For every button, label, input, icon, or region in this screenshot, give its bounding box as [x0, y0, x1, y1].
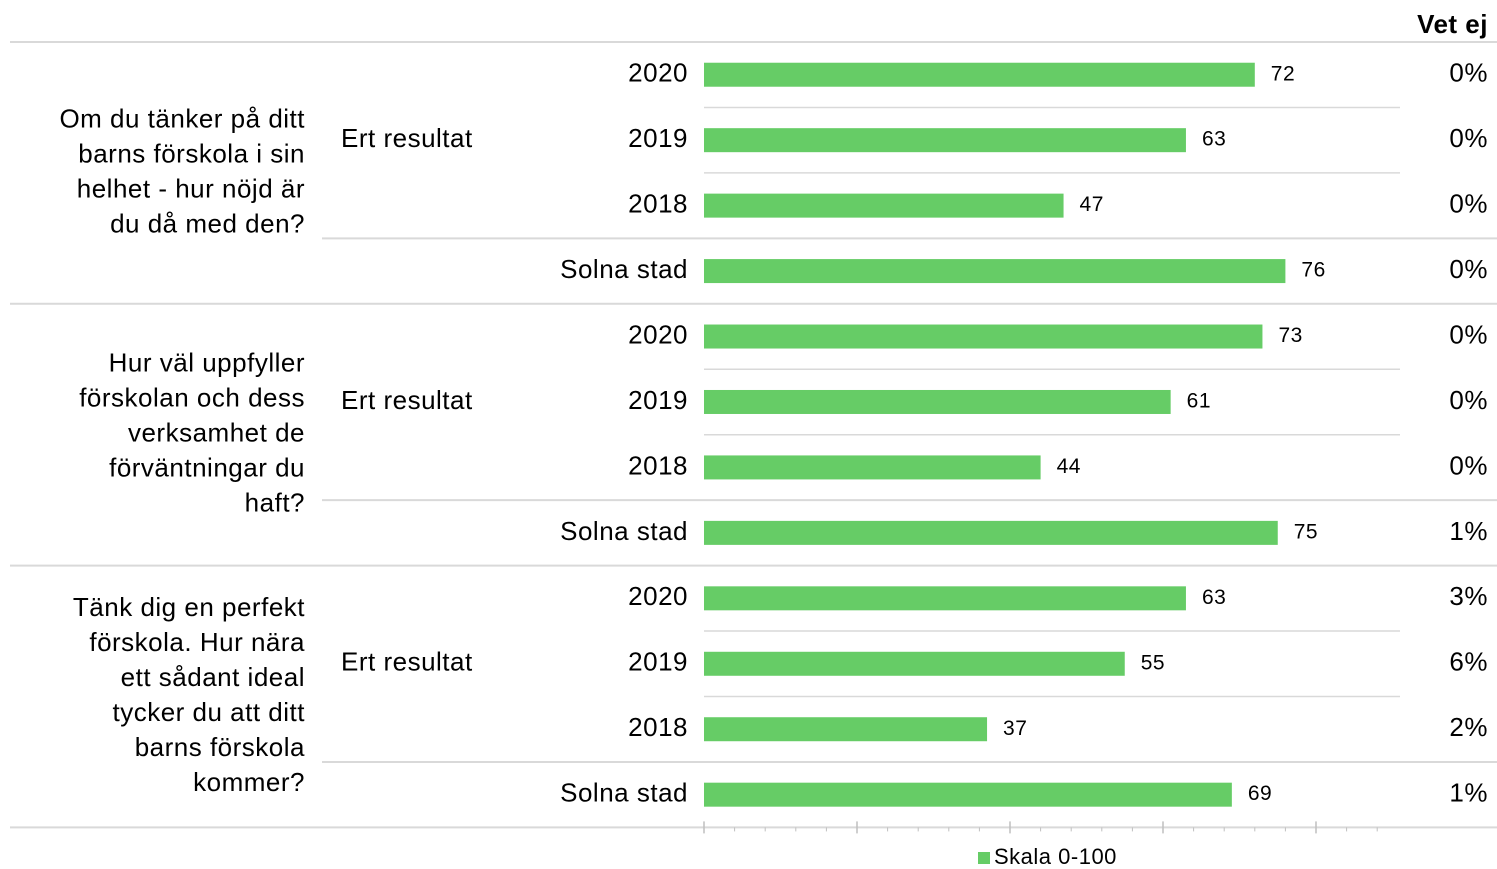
question-text: förskola. Hur nära	[89, 627, 305, 657]
category-label: 2020	[628, 581, 688, 611]
category-label: Solna stad	[560, 254, 688, 284]
value-label: 61	[1187, 390, 1211, 413]
bar	[704, 324, 1263, 349]
bar	[704, 651, 1125, 676]
value-label: 73	[1278, 324, 1302, 347]
value-label: 63	[1202, 586, 1226, 609]
vet-ej-label: 0%	[1449, 189, 1488, 219]
bar	[704, 128, 1186, 153]
vet-ej-label: 0%	[1449, 123, 1488, 153]
value-label: 76	[1301, 259, 1325, 282]
legend-swatch	[978, 852, 990, 864]
question-text: barns förskola	[135, 732, 305, 762]
category-label: Solna stad	[560, 778, 688, 808]
vet-ej-label: 6%	[1449, 647, 1488, 677]
question-text: du då med den?	[110, 208, 305, 238]
question-text: Hur väl uppfyller	[109, 348, 305, 378]
question-text: förväntningar du	[109, 453, 305, 483]
vet-ej-label: 0%	[1449, 254, 1488, 284]
question-text: förskolan och dess	[79, 383, 305, 413]
vet-ej-label: 1%	[1449, 516, 1488, 546]
bar	[704, 717, 988, 742]
subgroup-label: Ert resultat	[341, 385, 473, 415]
question-text: barns förskola i sin	[78, 138, 305, 168]
question-text: kommer?	[193, 767, 305, 797]
value-label: 63	[1202, 128, 1226, 151]
value-label: 55	[1141, 651, 1165, 674]
column-header: Vet ej	[1417, 9, 1488, 39]
vet-ej-label: 0%	[1449, 450, 1488, 480]
bar	[704, 389, 1171, 414]
value-label: 72	[1271, 62, 1295, 85]
category-label: 2018	[628, 450, 688, 480]
question-text: verksamhet de	[128, 418, 305, 448]
category-label: 2019	[628, 123, 688, 153]
bar	[704, 193, 1064, 218]
vet-ej-label: 2%	[1449, 712, 1488, 742]
question-text: Tänk dig en perfekt	[73, 592, 305, 622]
vet-ej-label: 1%	[1449, 778, 1488, 808]
value-label: 69	[1248, 782, 1272, 805]
subgroup-label: Ert resultat	[341, 647, 473, 677]
subgroup-label: Ert resultat	[341, 123, 473, 153]
category-label: 2018	[628, 189, 688, 219]
value-label: 37	[1003, 717, 1027, 740]
category-label: 2020	[628, 58, 688, 88]
question-text: tycker du att ditt	[112, 697, 305, 727]
bar	[704, 62, 1255, 87]
bar	[704, 782, 1232, 807]
category-label: 2019	[628, 385, 688, 415]
vet-ej-label: 0%	[1449, 58, 1488, 88]
category-label: 2020	[628, 319, 688, 349]
value-label: 47	[1080, 193, 1104, 216]
bar	[704, 586, 1186, 611]
vet-ej-label: 3%	[1449, 581, 1488, 611]
value-label: 44	[1057, 455, 1081, 478]
vet-ej-label: 0%	[1449, 319, 1488, 349]
bar	[704, 520, 1278, 545]
category-label: 2018	[628, 712, 688, 742]
legend-label: Skala 0-100	[994, 844, 1117, 869]
question-text: helhet - hur nöjd är	[77, 173, 305, 203]
vet-ej-label: 0%	[1449, 385, 1488, 415]
question-text: ett sådant ideal	[121, 662, 305, 692]
category-label: Solna stad	[560, 516, 688, 546]
bar	[704, 455, 1041, 480]
category-label: 2019	[628, 647, 688, 677]
question-text: Om du tänker på ditt	[59, 103, 305, 133]
question-text: haft?	[245, 488, 305, 518]
value-label: 75	[1294, 520, 1318, 543]
bar	[704, 259, 1286, 284]
